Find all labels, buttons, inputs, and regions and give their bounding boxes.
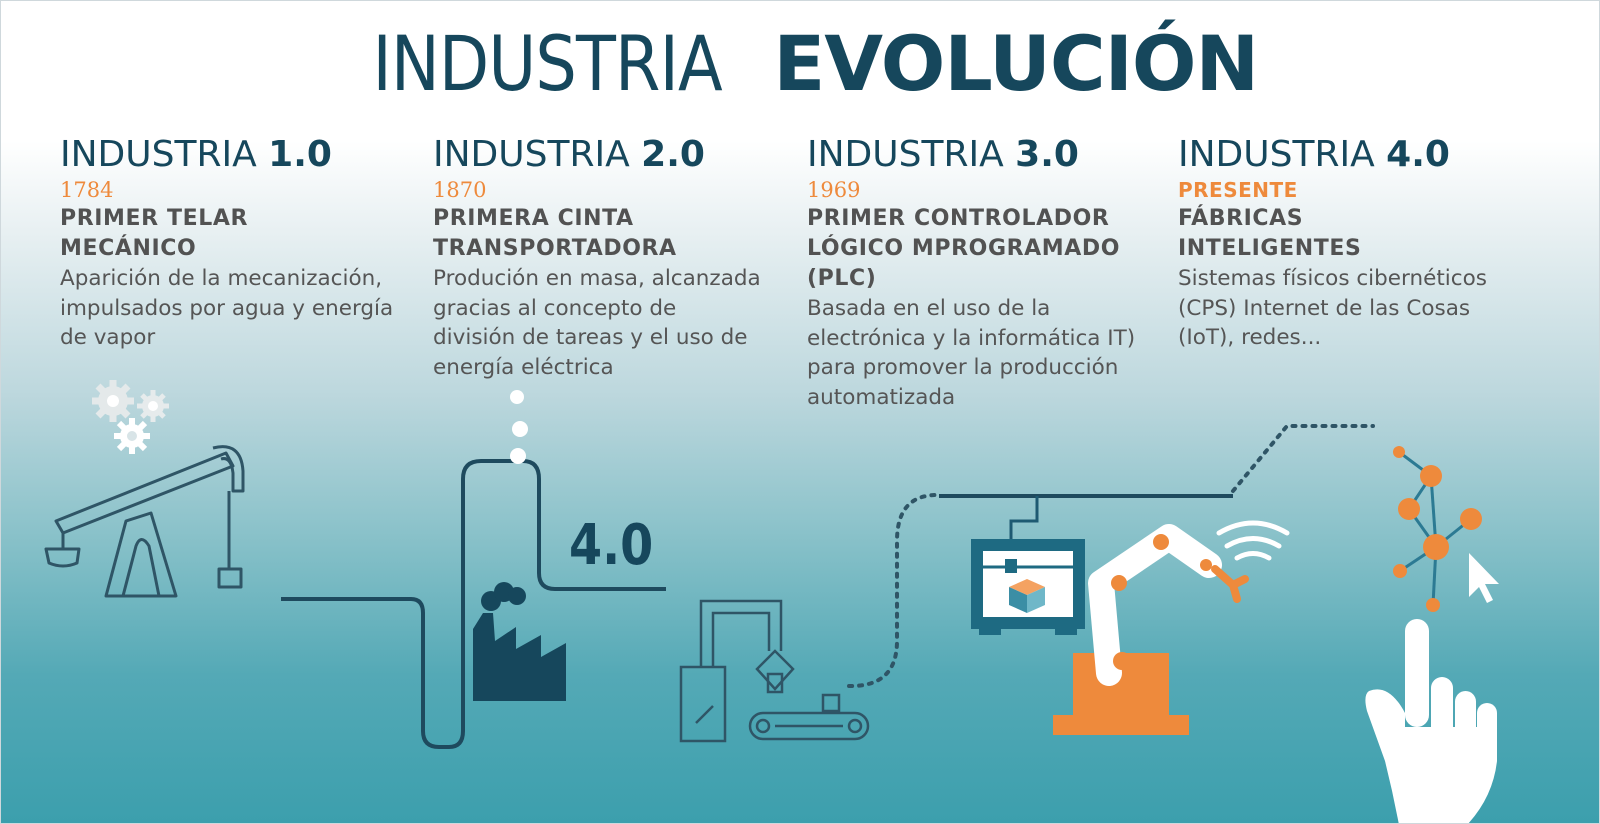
steam-icon bbox=[510, 390, 528, 464]
stage-year: 1870 bbox=[433, 178, 487, 202]
printer-3d-icon bbox=[971, 496, 1085, 635]
stage-heading: INDUSTRIA 4.0 bbox=[1178, 134, 1523, 176]
stage-label: INDUSTRIA bbox=[807, 134, 1004, 175]
robot-arm-icon bbox=[1053, 524, 1249, 735]
title-highlight: EVOLUCIÓN bbox=[773, 19, 1259, 108]
stage-version: 3.0 bbox=[1015, 134, 1079, 175]
stage-description: Sistemas físicos cibernéticos (CPS) Inte… bbox=[1178, 266, 1487, 350]
stage-version: 2.0 bbox=[641, 134, 705, 175]
stage-version: 1.0 bbox=[268, 134, 332, 175]
stage-heading: INDUSTRIA 2.0 bbox=[433, 134, 778, 176]
stage-heading: INDUSTRIA 1.0 bbox=[60, 134, 405, 176]
stage-industria-3: INDUSTRIA 3.0 1969 PRIMER CONTROLADOR LÓ… bbox=[807, 134, 1152, 412]
stage-heading: INDUSTRIA 3.0 bbox=[807, 134, 1152, 176]
title-prefix: INDUSTRIA bbox=[372, 19, 722, 108]
hand-pointer-icon bbox=[1365, 619, 1497, 823]
pump-jack-icon bbox=[44, 445, 245, 598]
stage-subtitle: FÁBRICAS INTELIGENTES bbox=[1178, 206, 1362, 261]
stage-label: INDUSTRIA bbox=[1178, 134, 1375, 175]
factory-sign-label: 4.0 bbox=[569, 513, 653, 578]
stage-description: Aparición de la mecanización, impulsados… bbox=[60, 266, 394, 350]
conveyor-belt-icon bbox=[679, 599, 870, 743]
process-line bbox=[281, 459, 666, 749]
stage-description: Produción en masa, alcanzada gracias al … bbox=[433, 266, 761, 380]
wifi-icon bbox=[1216, 520, 1290, 561]
stage-description: Basada en el uso de la electrónica y la … bbox=[807, 296, 1136, 410]
stage-industria-2: INDUSTRIA 2.0 1870 PRIMERA CINTA TRANSPO… bbox=[433, 134, 778, 382]
stage-subtitle: PRIMER CONTROLADOR LÓGICO MPROGRAMADO (P… bbox=[807, 206, 1121, 291]
stage-year: 1784 bbox=[60, 178, 114, 202]
stage-subtitle: PRIMER TELAR MECÁNICO bbox=[60, 206, 248, 261]
stage-label: INDUSTRIA bbox=[433, 134, 630, 175]
stage-version: 4.0 bbox=[1386, 134, 1450, 175]
stage-year: PRESENTE bbox=[1178, 178, 1298, 202]
stage-subtitle: PRIMERA CINTA TRANSPORTADORA bbox=[433, 206, 677, 261]
dotted-connector bbox=[847, 493, 939, 689]
factory-icon bbox=[473, 582, 566, 701]
network-nodes-icon bbox=[1393, 446, 1482, 612]
stage-year: 1969 bbox=[807, 178, 861, 202]
gears-icon bbox=[92, 380, 169, 454]
stage-industria-1: INDUSTRIA 1.0 1784 PRIMER TELAR MECÁNICO… bbox=[60, 134, 405, 353]
cursor-icon bbox=[1469, 553, 1499, 603]
stage-industria-4: INDUSTRIA 4.0 PRESENTE FÁBRICAS INTELIGE… bbox=[1178, 134, 1523, 353]
dotted-connector bbox=[1231, 424, 1375, 493]
stage-label: INDUSTRIA bbox=[60, 134, 257, 175]
page-title: INDUSTRIA EVOLUCIÓN bbox=[1, 19, 1599, 108]
